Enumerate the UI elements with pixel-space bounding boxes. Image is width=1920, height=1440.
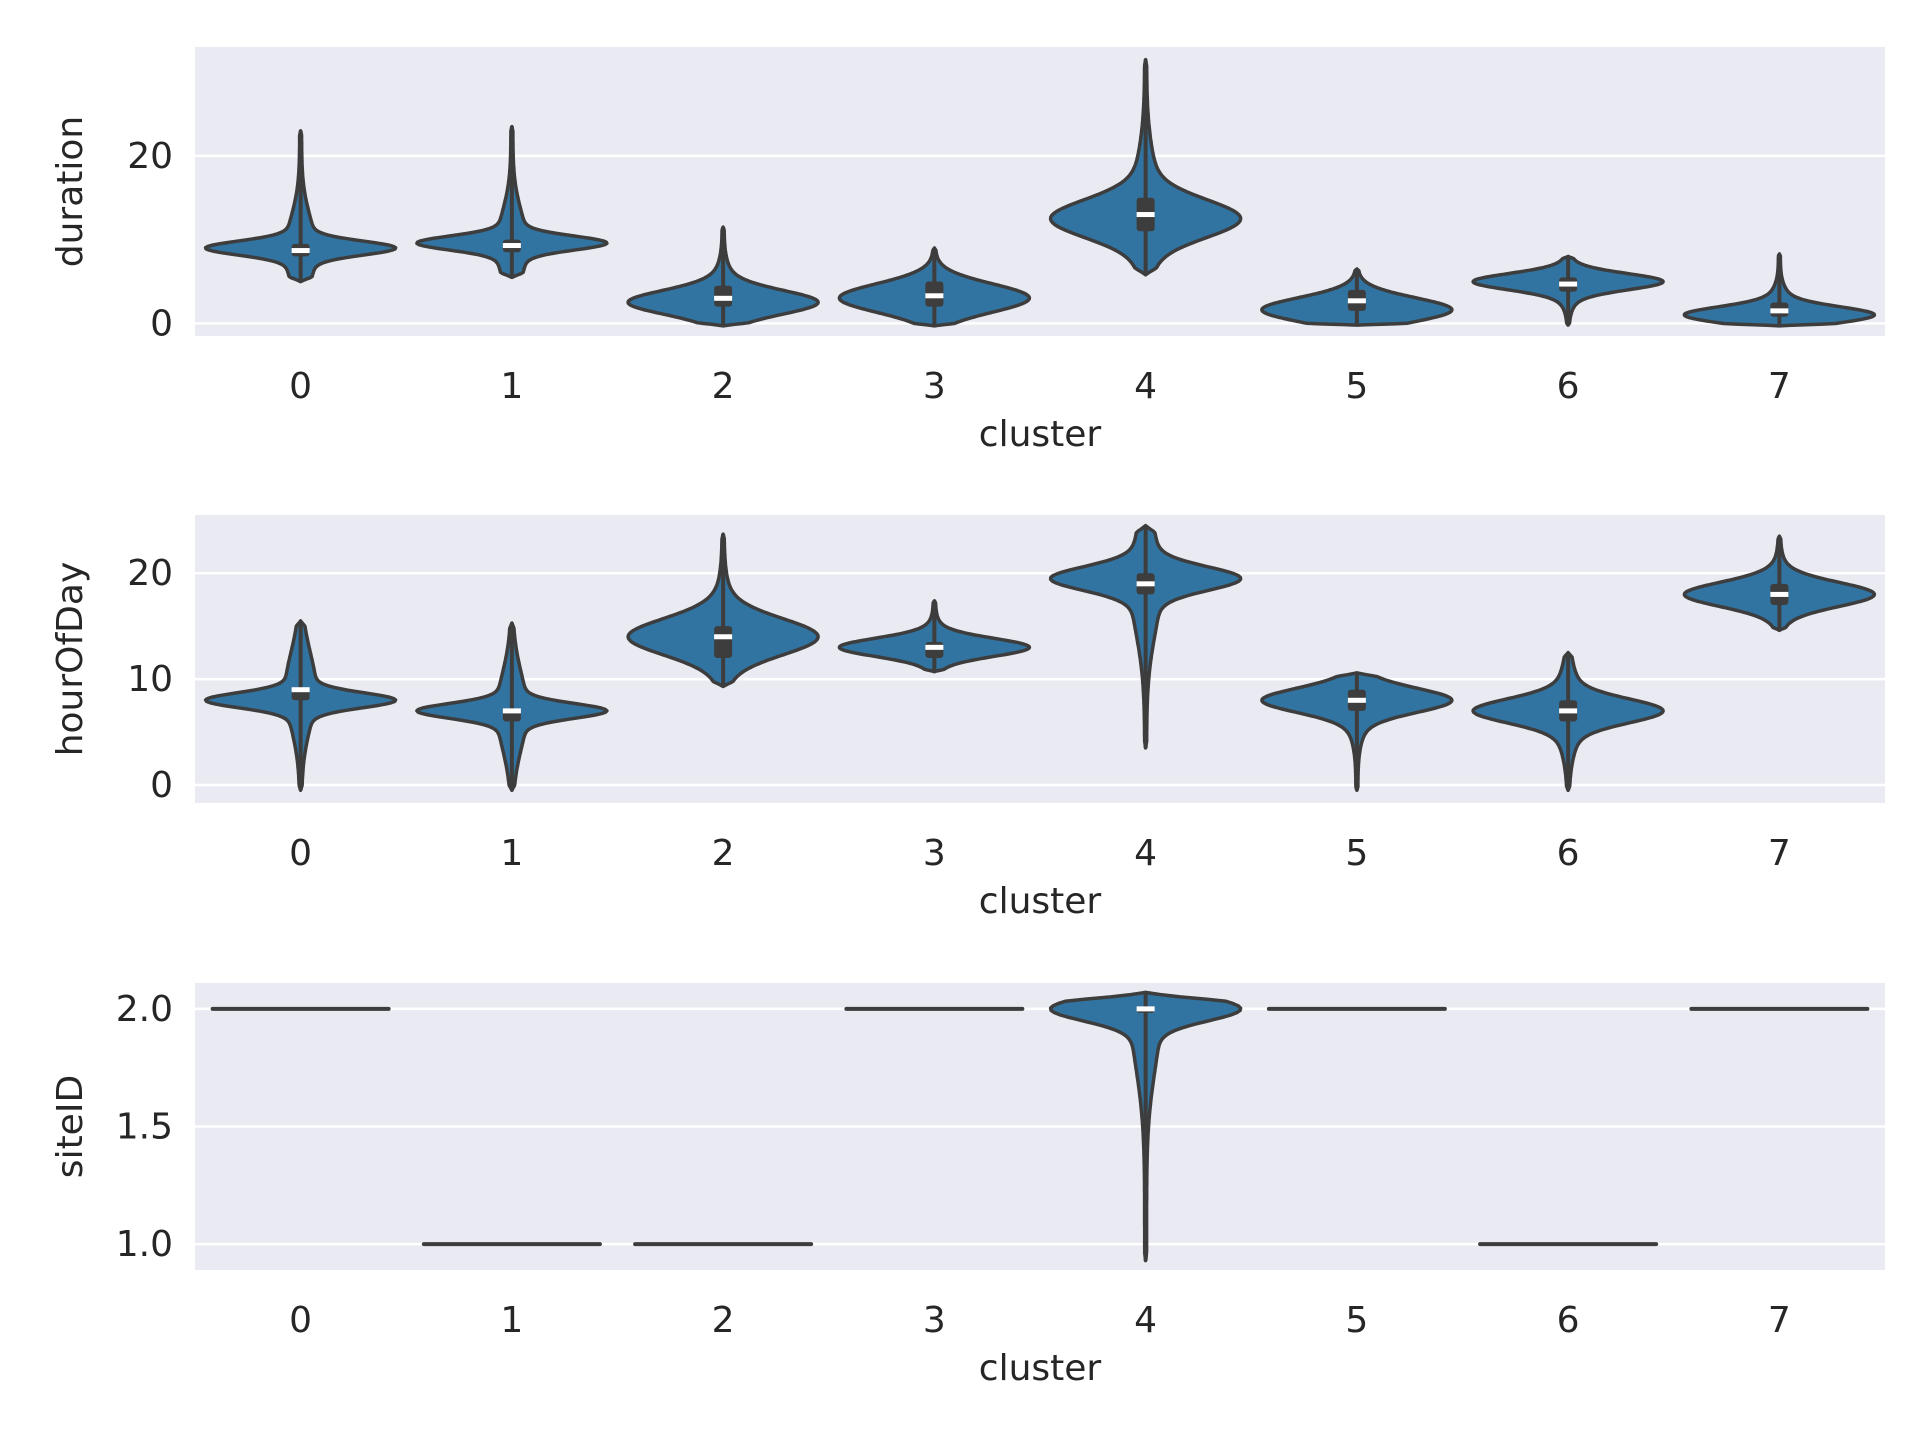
duration-y-axis-label: duration	[50, 116, 91, 268]
hour-of-day-x-ticks: 0 1 2 3 4 5 6 7	[289, 833, 1791, 874]
x-tick-label: 3	[923, 1300, 946, 1341]
x-tick-label: 5	[1345, 833, 1368, 874]
violin-median	[502, 708, 521, 714]
duration-plot-area	[195, 47, 1885, 336]
violin-cluster-0	[203, 129, 398, 284]
x-tick-label: 0	[289, 833, 312, 874]
violin-cluster-3	[837, 246, 1032, 328]
site-id-x-axis-label: cluster	[979, 1348, 1102, 1389]
x-tick-label: 4	[1134, 1300, 1157, 1341]
violin-median	[291, 687, 310, 693]
violin-median	[714, 295, 733, 301]
x-tick-label: 3	[923, 366, 946, 407]
x-tick-label: 6	[1557, 1300, 1580, 1341]
violin-cluster-6	[1471, 650, 1665, 793]
violin-median	[1770, 591, 1789, 597]
violin-cluster-3	[837, 599, 1032, 674]
violin-iqr-box	[714, 626, 733, 658]
y-tick-label: 2.0	[116, 989, 173, 1030]
hour-of-day-x-axis-label: cluster	[979, 881, 1102, 922]
x-tick-label: 0	[289, 1300, 312, 1341]
hour-of-day-y-ticks: 0 10 20	[127, 553, 173, 806]
x-tick-label: 2	[712, 833, 735, 874]
site-id-violins	[210, 990, 1870, 1263]
y-tick-label: 1.5	[116, 1107, 173, 1148]
violin-median	[925, 293, 944, 299]
violin-cluster-2	[626, 225, 820, 328]
y-tick-label: 10	[127, 659, 173, 700]
duration-x-axis-label: cluster	[979, 414, 1102, 455]
violin-median	[1347, 298, 1366, 304]
violin-median	[1770, 308, 1789, 314]
violin-median	[1136, 581, 1155, 587]
duration-gridlines	[195, 154, 1885, 325]
x-tick-label: 6	[1557, 833, 1580, 874]
x-tick-label: 2	[712, 1300, 735, 1341]
violin-cluster-5	[1260, 671, 1454, 793]
violin-iqr-box	[502, 710, 521, 722]
duration-y-ticks: 0 20	[127, 136, 173, 345]
duration-x-ticks: 0 1 2 3 4 5 6 7	[289, 366, 1791, 407]
hour-of-day-y-axis-label: hourOfDay	[50, 562, 91, 757]
violin-median	[1559, 281, 1578, 287]
violin-median	[291, 248, 310, 254]
violin-median	[925, 644, 944, 650]
violin-cluster-7	[1682, 252, 1877, 328]
hour-of-day-gridlines	[195, 571, 1885, 787]
x-tick-label: 1	[500, 366, 523, 407]
x-tick-label: 4	[1134, 366, 1157, 407]
violin-median	[714, 634, 733, 640]
y-tick-label: 20	[127, 553, 173, 594]
violin-cluster-6	[1471, 254, 1665, 327]
violin-iqr-box	[291, 689, 310, 701]
violin-median	[1559, 708, 1578, 714]
site-id-panel: 1.0 1.5 2.0 0 1 2 3 4 5 6 7 cluster siteID	[50, 983, 1885, 1389]
x-tick-label: 5	[1345, 1300, 1368, 1341]
hour-of-day-panel: 0 10 20 0 1 2 3 4 5 6 7 cluster hourOfDay	[50, 515, 1885, 922]
y-tick-label: 0	[150, 765, 173, 806]
x-tick-label: 1	[500, 1300, 523, 1341]
violin-cluster-7	[1682, 534, 1877, 633]
violin-cluster-2	[626, 532, 820, 689]
x-tick-label: 7	[1768, 366, 1791, 407]
violin-cluster-1	[415, 621, 609, 793]
hour-of-day-plot-area	[195, 515, 1885, 803]
violin-median	[1347, 697, 1366, 703]
y-tick-label: 0	[150, 303, 173, 344]
duration-violins	[203, 57, 1877, 328]
site-id-y-axis-label: siteID	[50, 1075, 91, 1178]
x-tick-label: 3	[923, 833, 946, 874]
violin-cluster-4	[1048, 57, 1243, 277]
violin-cluster-4	[1048, 990, 1243, 1263]
site-id-y-ticks: 1.0 1.5 2.0	[116, 989, 173, 1265]
site-id-x-ticks: 0 1 2 3 4 5 6 7	[289, 1300, 1791, 1341]
x-tick-label: 5	[1345, 366, 1368, 407]
duration-panel: 0 20 0 1 2 3 4 5 6 7 cluster duration	[50, 47, 1885, 455]
violin-median	[502, 243, 521, 249]
y-tick-label: 20	[127, 136, 173, 177]
x-tick-label: 0	[289, 366, 312, 407]
violin-cluster-4	[1048, 523, 1243, 750]
violin-median	[1136, 1006, 1155, 1012]
x-tick-label: 6	[1557, 366, 1580, 407]
violin-cluster-5	[1260, 267, 1454, 327]
violin-median	[1136, 212, 1155, 218]
violin-iqr-box	[925, 642, 944, 658]
x-tick-label: 7	[1768, 1300, 1791, 1341]
violin-cluster-0	[203, 619, 398, 793]
x-tick-label: 4	[1134, 833, 1157, 874]
x-tick-label: 2	[712, 366, 735, 407]
y-tick-label: 1.0	[116, 1224, 173, 1265]
hour-of-day-violins	[203, 523, 1877, 793]
x-tick-label: 7	[1768, 833, 1791, 874]
x-tick-label: 1	[500, 833, 523, 874]
violin-cluster-1	[415, 124, 609, 280]
